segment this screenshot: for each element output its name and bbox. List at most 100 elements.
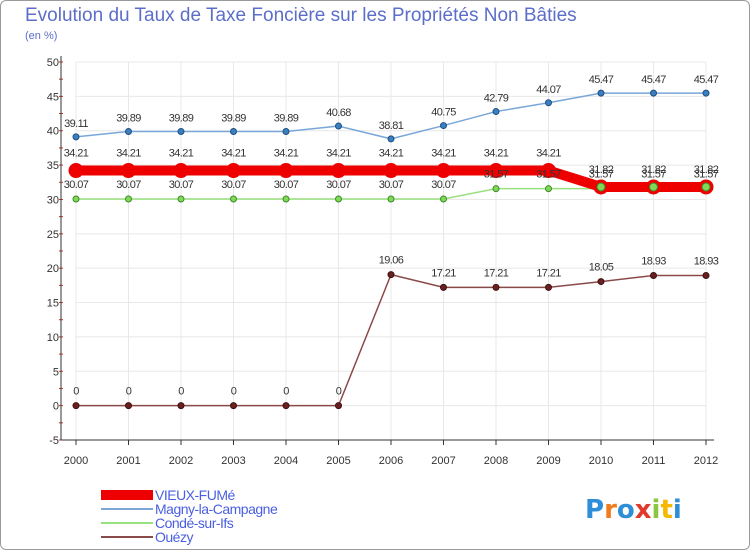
data-point — [226, 163, 241, 179]
data-point — [173, 163, 189, 179]
y-tick-label: 5 — [53, 366, 59, 378]
data-label: 45.47 — [694, 74, 719, 86]
data-point — [702, 272, 710, 280]
x-tick-label: 2008 — [484, 455, 508, 467]
data-label: 0 — [73, 386, 79, 398]
y-tick-label: 15 — [47, 298, 59, 310]
data-point — [125, 195, 132, 203]
svg-text:Proxiti: Proxiti — [585, 495, 682, 525]
data-label: 17.21 — [484, 267, 509, 279]
legend-item: Magny-la-Campagne — [101, 501, 361, 517]
data-label: 34.21 — [116, 148, 141, 160]
data-label: 45.47 — [641, 74, 666, 86]
data-label: 18.05 — [589, 262, 614, 274]
data-point — [177, 402, 185, 410]
data-point — [597, 278, 605, 286]
y-tick-label: 30 — [47, 194, 59, 206]
data-label: 31.57 — [694, 169, 719, 181]
x-tick-label: 2003 — [221, 455, 245, 467]
data-point — [387, 195, 395, 203]
x-tick-label: 2006 — [379, 455, 403, 467]
data-label: 18.93 — [641, 256, 666, 268]
data-label: 31.57 — [536, 169, 561, 181]
data-label: 0 — [283, 386, 289, 398]
data-point — [650, 272, 657, 280]
data-point — [177, 195, 185, 203]
data-point — [440, 283, 447, 291]
data-label: 30.07 — [274, 179, 299, 191]
data-label: 0 — [126, 386, 132, 398]
data-point — [387, 135, 395, 143]
y-tick-label: 45 — [47, 91, 59, 103]
data-point — [331, 163, 346, 179]
data-label: 17.21 — [536, 267, 561, 279]
legend-label: Ouézy — [155, 529, 193, 545]
x-tick-label: 2002 — [169, 455, 193, 467]
data-label: 30.07 — [326, 179, 351, 191]
data-label: 31.82 — [641, 164, 666, 176]
data-point — [545, 99, 552, 107]
legend-label: Magny-la-Campagne — [155, 501, 278, 517]
data-point — [492, 283, 500, 291]
data-point — [649, 182, 658, 192]
data-point — [278, 163, 294, 179]
data-point — [177, 127, 185, 135]
data-label: 39.89 — [221, 112, 246, 124]
data-label: 34.21 — [431, 148, 456, 160]
data-label: 30.07 — [169, 179, 194, 191]
proxiti-logo: Proxiti — [585, 495, 682, 525]
y-tick-label: 0 — [53, 401, 59, 413]
data-point — [68, 163, 84, 179]
data-label: 31.82 — [589, 164, 614, 176]
data-label: 34.21 — [484, 148, 509, 160]
data-label: 34.21 — [274, 148, 299, 160]
data-point — [541, 163, 556, 179]
data-point — [72, 402, 80, 410]
data-point — [488, 163, 504, 179]
legend-swatch — [101, 536, 153, 538]
data-point — [383, 163, 399, 179]
data-point — [335, 195, 342, 203]
data-point — [436, 163, 451, 179]
legend-item: Ouézy — [101, 529, 361, 545]
x-tick-label: 2000 — [64, 455, 88, 467]
x-tick-label: 2010 — [589, 455, 613, 467]
data-label: 45.47 — [589, 74, 614, 86]
data-point — [387, 271, 395, 279]
legend-swatch — [101, 490, 153, 500]
data-point — [230, 127, 237, 135]
data-point — [282, 402, 290, 410]
legend-swatch — [101, 508, 153, 510]
x-tick-label: 2009 — [536, 455, 560, 467]
y-tick-label: -5 — [49, 435, 59, 447]
data-label: 0 — [178, 386, 184, 398]
y-tick-label: 25 — [47, 229, 59, 241]
data-label: 31.82 — [694, 164, 719, 176]
legend-swatch — [101, 522, 153, 524]
data-label: 39.89 — [274, 112, 299, 124]
x-tick-label: 2007 — [431, 455, 455, 467]
data-point — [492, 108, 500, 116]
data-label: 34.21 — [64, 148, 89, 160]
data-point — [72, 195, 80, 203]
data-point — [125, 127, 132, 135]
data-label: 30.07 — [64, 179, 89, 191]
data-point — [545, 185, 552, 193]
data-label: 17.21 — [431, 267, 456, 279]
data-label: 30.07 — [116, 179, 141, 191]
data-label: 39.89 — [116, 112, 141, 124]
y-tick-label: 10 — [47, 332, 59, 344]
data-label: 40.75 — [431, 107, 456, 119]
data-label: 31.57 — [589, 169, 614, 181]
data-label: 44.07 — [536, 84, 561, 96]
data-label: 0 — [336, 386, 342, 398]
data-label: 34.21 — [326, 148, 351, 160]
data-label: 34.21 — [379, 148, 404, 160]
data-point — [492, 185, 500, 193]
data-point — [230, 402, 237, 410]
legend-label: Condé-sur-Ifs — [155, 515, 234, 531]
chart-title: Evolution du Taux de Taxe Foncière sur l… — [25, 5, 577, 26]
data-point — [72, 133, 80, 141]
data-point — [702, 89, 710, 97]
